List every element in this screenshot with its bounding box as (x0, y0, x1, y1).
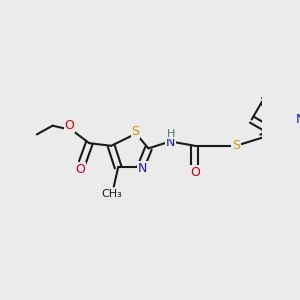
Text: H: H (167, 128, 176, 139)
Text: S: S (232, 139, 240, 152)
Text: N: N (166, 136, 175, 149)
Text: O: O (190, 166, 200, 178)
Text: S: S (131, 125, 139, 138)
Text: N: N (138, 162, 147, 175)
Text: N: N (296, 113, 300, 126)
Text: CH₃: CH₃ (102, 189, 122, 199)
Text: O: O (76, 163, 85, 176)
Text: O: O (64, 119, 74, 132)
